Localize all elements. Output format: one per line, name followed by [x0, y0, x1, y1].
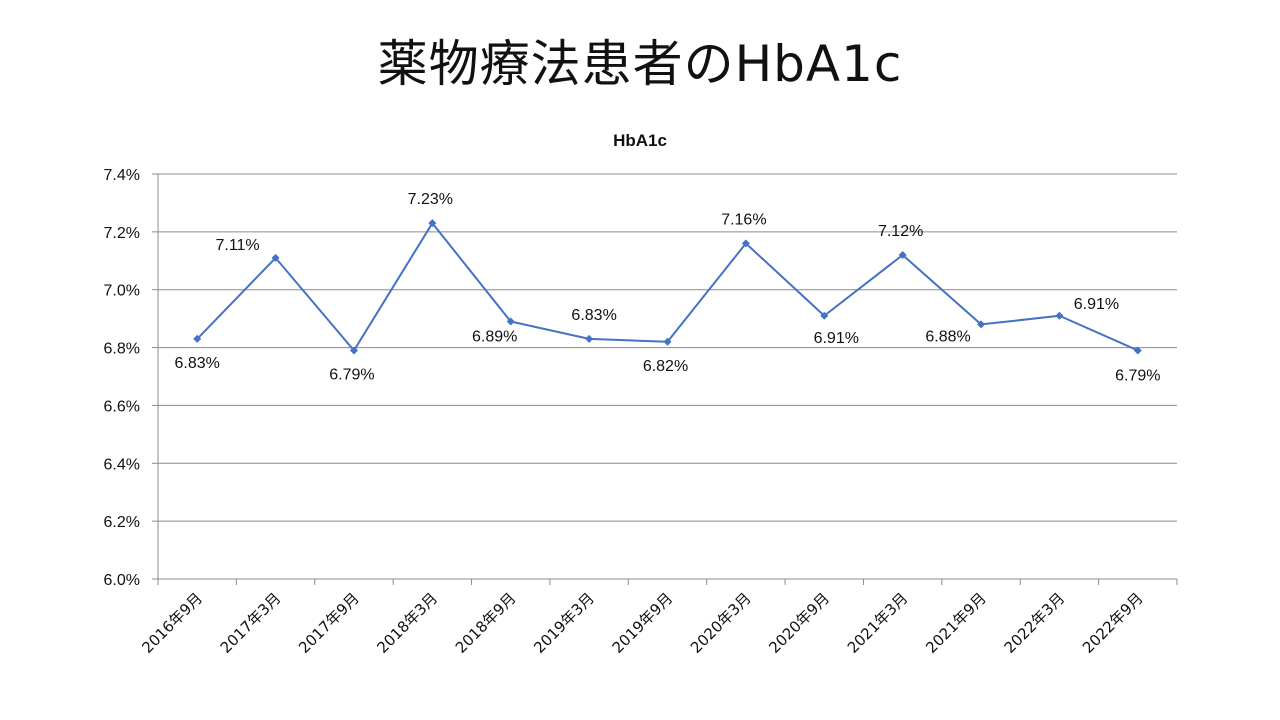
- x-tick-label: 2016年9月: [138, 589, 206, 657]
- data-point: [741, 239, 750, 248]
- gridlines: [158, 173, 1177, 522]
- x-tick-label: 2021年9月: [922, 589, 990, 657]
- data-label: 7.23%: [408, 191, 453, 208]
- data-point: [977, 320, 986, 329]
- data-label: 6.88%: [925, 328, 970, 345]
- y-tick-label: 6.2%: [104, 514, 140, 531]
- x-tick-label: 2020年3月: [687, 589, 755, 657]
- data-point: [271, 253, 280, 262]
- x-tick-label: 2019年3月: [530, 589, 598, 657]
- series-group: [193, 219, 1142, 355]
- data-point: [428, 219, 437, 228]
- axes: [152, 173, 1178, 585]
- data-point: [898, 251, 907, 259]
- y-axis-ticks: 6.0% 6.2% 6.4% 6.6% 6.8% 7.0% 7.2% 7.4%: [104, 167, 140, 589]
- data-label: 6.82%: [643, 358, 688, 375]
- x-tick-label: 2019年9月: [609, 589, 677, 657]
- data-label: 6.79%: [329, 366, 374, 383]
- data-label: 7.16%: [721, 211, 766, 228]
- x-axis-ticks: 2016年9月 2017年3月 2017年9月 2018年3月 2018年9月 2019年…: [138, 589, 1146, 657]
- data-point: [1133, 346, 1142, 355]
- y-tick-label: 7.4%: [104, 167, 140, 184]
- x-tick-label: 2018年9月: [452, 589, 520, 657]
- data-label: 6.83%: [571, 307, 616, 324]
- x-tick-label: 2021年3月: [844, 589, 912, 657]
- x-tick-label: 2022年3月: [1001, 589, 1069, 657]
- data-labels: 6.83% 7.11% 6.79% 7.23% 6.89% 6.83% 6.82% 7.16%…: [175, 191, 1161, 384]
- y-tick-label: 7.0%: [104, 283, 140, 300]
- data-point: [663, 337, 672, 346]
- x-tick-label: 2017年9月: [295, 589, 363, 657]
- data-point: [1055, 311, 1064, 320]
- data-label: 6.91%: [814, 330, 859, 347]
- data-label: 7.12%: [878, 223, 923, 240]
- chart-title: HbA1c: [613, 131, 667, 150]
- y-tick-label: 6.8%: [104, 341, 140, 358]
- data-label: 6.83%: [175, 355, 220, 372]
- data-point: [820, 311, 829, 320]
- data-point: [193, 334, 202, 343]
- y-tick-label: 6.6%: [104, 398, 140, 415]
- y-tick-label: 6.4%: [104, 456, 140, 473]
- slide-title: 薬物療法患者のHbA1c: [377, 35, 903, 93]
- series-line: [196, 222, 1139, 352]
- x-tick-label: 2022年9月: [1079, 589, 1147, 657]
- data-point: [506, 317, 515, 326]
- y-tick-label: 6.0%: [104, 572, 140, 589]
- data-label: 7.11%: [215, 237, 259, 254]
- data-label: 6.89%: [472, 329, 517, 346]
- x-tick-label: 2017年3月: [217, 589, 285, 657]
- data-label: 6.91%: [1074, 296, 1119, 313]
- x-tick-label: 2020年9月: [765, 589, 833, 657]
- data-label: 6.79%: [1115, 367, 1160, 384]
- x-tick-label: 2018年3月: [373, 589, 441, 657]
- data-point: [349, 346, 358, 355]
- y-tick-label: 7.2%: [104, 225, 140, 242]
- data-point: [585, 334, 594, 343]
